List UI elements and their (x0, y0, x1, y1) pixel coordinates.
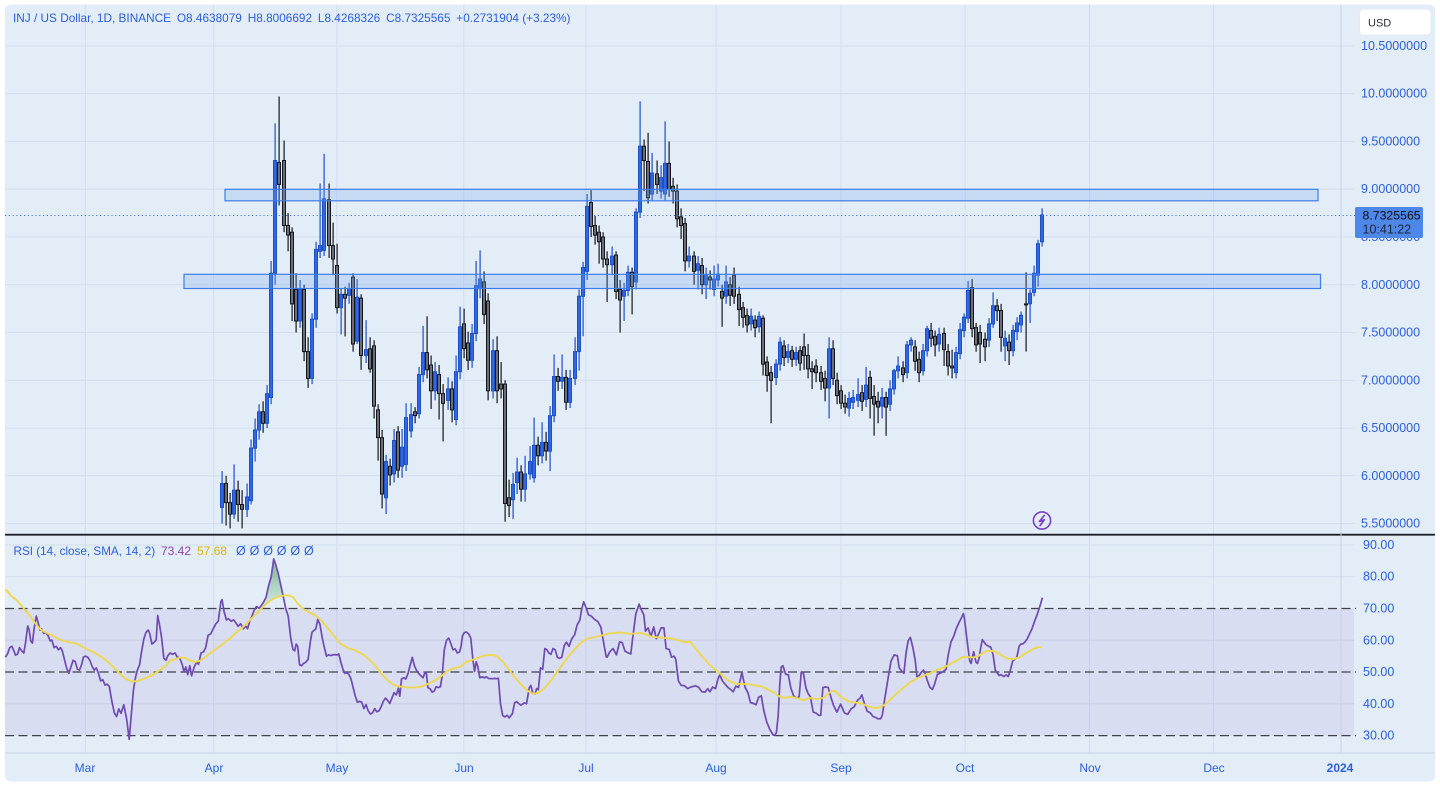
svg-text:Oct: Oct (956, 761, 975, 775)
svg-text:2024: 2024 (1327, 761, 1354, 775)
svg-text:5.5000000: 5.5000000 (1361, 517, 1420, 531)
svg-text:9.5000000: 9.5000000 (1361, 134, 1420, 148)
svg-text:70.00: 70.00 (1363, 602, 1394, 616)
svg-text:73.42: 73.42 (161, 544, 191, 558)
svg-text:50.00: 50.00 (1363, 665, 1394, 679)
svg-text:Jul: Jul (578, 761, 593, 775)
svg-text:7.0000000: 7.0000000 (1361, 373, 1420, 387)
svg-text:57.68: 57.68 (197, 544, 227, 558)
svg-text:6.0000000: 6.0000000 (1361, 469, 1420, 483)
svg-text:Dec: Dec (1203, 761, 1224, 775)
svg-text:30.00: 30.00 (1363, 729, 1394, 743)
svg-text:INJ / US Dollar, 1D, BINANCE O: INJ / US Dollar, 1D, BINANCE O8.4638079 … (13, 11, 571, 25)
svg-text:10.5000000: 10.5000000 (1361, 39, 1427, 53)
svg-text:6.5000000: 6.5000000 (1361, 421, 1420, 435)
svg-text:9.0000000: 9.0000000 (1361, 182, 1420, 196)
svg-text:Nov: Nov (1079, 761, 1100, 775)
svg-text:Aug: Aug (705, 761, 726, 775)
svg-text:Mar: Mar (75, 761, 96, 775)
svg-text:60.00: 60.00 (1363, 633, 1394, 647)
svg-text:RSI (14, close, SMA, 14, 2): RSI (14, close, SMA, 14, 2) (14, 545, 156, 558)
svg-text:Sep: Sep (830, 761, 852, 775)
svg-text:Jun: Jun (454, 761, 473, 775)
svg-text:May: May (326, 761, 349, 775)
svg-text:Ø Ø Ø Ø Ø Ø: Ø Ø Ø Ø Ø Ø (236, 544, 314, 558)
svg-text:Apr: Apr (205, 761, 224, 775)
svg-text:90.00: 90.00 (1363, 538, 1394, 552)
svg-text:80.00: 80.00 (1363, 570, 1394, 584)
svg-text:10.0000000: 10.0000000 (1361, 87, 1427, 101)
svg-text:8.0000000: 8.0000000 (1361, 278, 1420, 292)
svg-text:7.5000000: 7.5000000 (1361, 326, 1420, 340)
svg-text:10:41:22: 10:41:22 (1363, 223, 1412, 237)
svg-text:8.7325565: 8.7325565 (1363, 209, 1421, 223)
svg-text:40.00: 40.00 (1363, 697, 1394, 711)
svg-text:USD: USD (1368, 18, 1391, 30)
